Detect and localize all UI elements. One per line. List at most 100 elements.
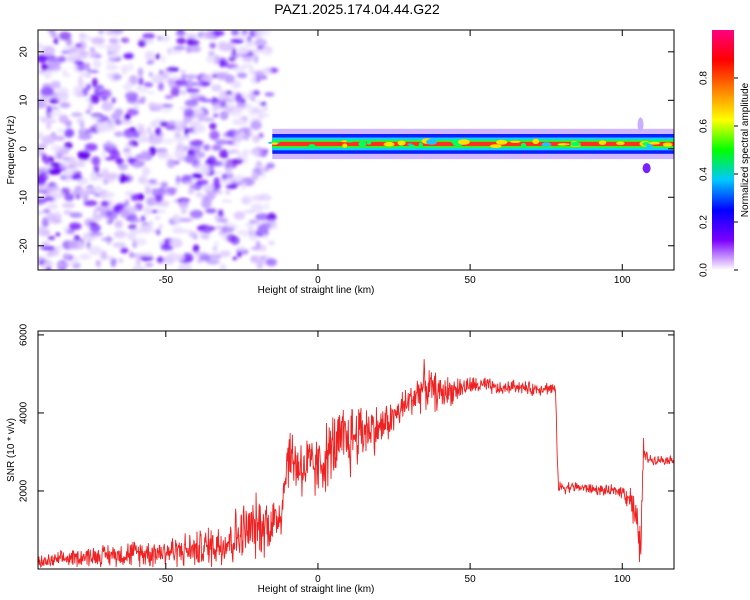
noise-blob bbox=[251, 96, 256, 102]
noise-blob bbox=[38, 175, 47, 186]
noise-blob bbox=[60, 187, 71, 195]
noise-blob bbox=[112, 32, 118, 41]
noise-blob bbox=[81, 127, 86, 134]
x-tick-label: -50 bbox=[159, 574, 174, 585]
spur-lower bbox=[642, 163, 651, 174]
noise-blob bbox=[38, 42, 45, 52]
noise-blob bbox=[232, 158, 244, 165]
noise-blob bbox=[241, 30, 249, 35]
carrier-blob bbox=[358, 141, 367, 147]
noise-blob bbox=[38, 70, 46, 74]
noise-blob bbox=[63, 210, 73, 215]
y-tick-label: 0 bbox=[19, 146, 30, 152]
noise-blob bbox=[148, 72, 153, 77]
noise-blob bbox=[111, 97, 116, 104]
noise-blob bbox=[63, 178, 73, 183]
noise-blob bbox=[194, 45, 201, 51]
noise-blob bbox=[67, 50, 79, 59]
noise-blob bbox=[126, 100, 140, 104]
noise-blob bbox=[70, 112, 83, 117]
noise-blob bbox=[38, 189, 45, 193]
noise-blob bbox=[56, 128, 66, 133]
noise-blob bbox=[68, 240, 79, 250]
noise-blob bbox=[120, 208, 130, 219]
noise-blob bbox=[160, 181, 169, 188]
noise-blob bbox=[237, 245, 246, 252]
colorbar-scale bbox=[712, 30, 734, 270]
figure-title: PAZ1.2025.174.04.44.G22 bbox=[274, 1, 440, 17]
noise-blob bbox=[120, 247, 129, 254]
noise-blob bbox=[93, 165, 100, 174]
noise-blob bbox=[101, 168, 109, 178]
noise-blob bbox=[141, 215, 146, 222]
noise-blob bbox=[59, 160, 70, 169]
noise-blob bbox=[207, 226, 216, 230]
noise-blob bbox=[248, 65, 255, 76]
carrier-blob bbox=[426, 139, 438, 145]
noise-blob bbox=[141, 166, 151, 176]
noise-blob bbox=[114, 108, 124, 116]
carrier-blob bbox=[418, 142, 423, 149]
x-tick-label: 50 bbox=[465, 574, 477, 585]
noise-blob bbox=[143, 206, 152, 216]
noise-blob bbox=[88, 103, 93, 111]
noise-blob bbox=[85, 62, 91, 73]
noise-blob bbox=[88, 221, 98, 226]
noise-blob bbox=[134, 203, 144, 211]
noise-blob bbox=[149, 131, 155, 140]
noise-blob bbox=[161, 138, 175, 144]
noise-blob bbox=[178, 218, 193, 222]
colorbar: 0.0 0.2 0.4 0.6 0.8 Normalized spectral ampl… bbox=[699, 30, 750, 277]
noise-blob bbox=[119, 175, 130, 182]
y-tick-label: 20 bbox=[19, 46, 30, 58]
noise-blob bbox=[86, 83, 91, 90]
noise-blob bbox=[137, 99, 144, 104]
noise-blob bbox=[131, 159, 145, 168]
noise-blob bbox=[234, 66, 246, 74]
noise-blob bbox=[155, 53, 161, 60]
noise-blob bbox=[101, 121, 116, 132]
noise-blob bbox=[190, 178, 196, 182]
y-tick-label: -20 bbox=[19, 238, 30, 253]
noise-blob bbox=[241, 98, 246, 104]
noise-blob bbox=[123, 150, 132, 157]
noise-blob bbox=[231, 80, 242, 89]
y-tick-label: 2000 bbox=[19, 479, 30, 502]
noise-blob bbox=[40, 86, 54, 97]
noise-blob bbox=[105, 59, 116, 65]
noise-blob bbox=[262, 233, 268, 240]
y-tick-label: 4000 bbox=[19, 401, 30, 424]
noise-blob bbox=[195, 191, 203, 198]
spur-upper bbox=[637, 117, 644, 132]
noise-blob bbox=[72, 160, 86, 168]
noise-blob bbox=[118, 163, 128, 171]
carrier-blob bbox=[496, 139, 508, 145]
noise-blob bbox=[160, 34, 171, 42]
noise-blob bbox=[174, 149, 186, 159]
noise-blob bbox=[98, 89, 112, 98]
noise-blob bbox=[147, 179, 158, 185]
noise-blob bbox=[137, 67, 144, 77]
noise-blob bbox=[181, 73, 187, 80]
carrier-blob bbox=[662, 142, 673, 147]
noise-blob bbox=[209, 122, 217, 130]
noise-blob bbox=[58, 263, 71, 267]
noise-blob bbox=[241, 180, 247, 191]
noise-blob bbox=[213, 102, 222, 111]
noise-blob bbox=[126, 108, 139, 116]
noise-blob bbox=[46, 266, 51, 270]
noise-blob bbox=[120, 120, 133, 125]
noise-blob bbox=[41, 241, 50, 246]
noise-blob bbox=[118, 257, 124, 264]
noise-blob bbox=[193, 111, 207, 118]
noise-blob bbox=[98, 30, 104, 35]
noise-blob bbox=[243, 104, 252, 108]
spectrogram-frame bbox=[37, 29, 675, 271]
noise-blob bbox=[148, 146, 157, 157]
noise-blob bbox=[43, 260, 54, 268]
noise-blob bbox=[42, 83, 52, 89]
noise-blob bbox=[84, 143, 98, 152]
noise-blob bbox=[128, 224, 138, 231]
noise-blob bbox=[48, 30, 55, 34]
noise-blob bbox=[38, 143, 48, 150]
